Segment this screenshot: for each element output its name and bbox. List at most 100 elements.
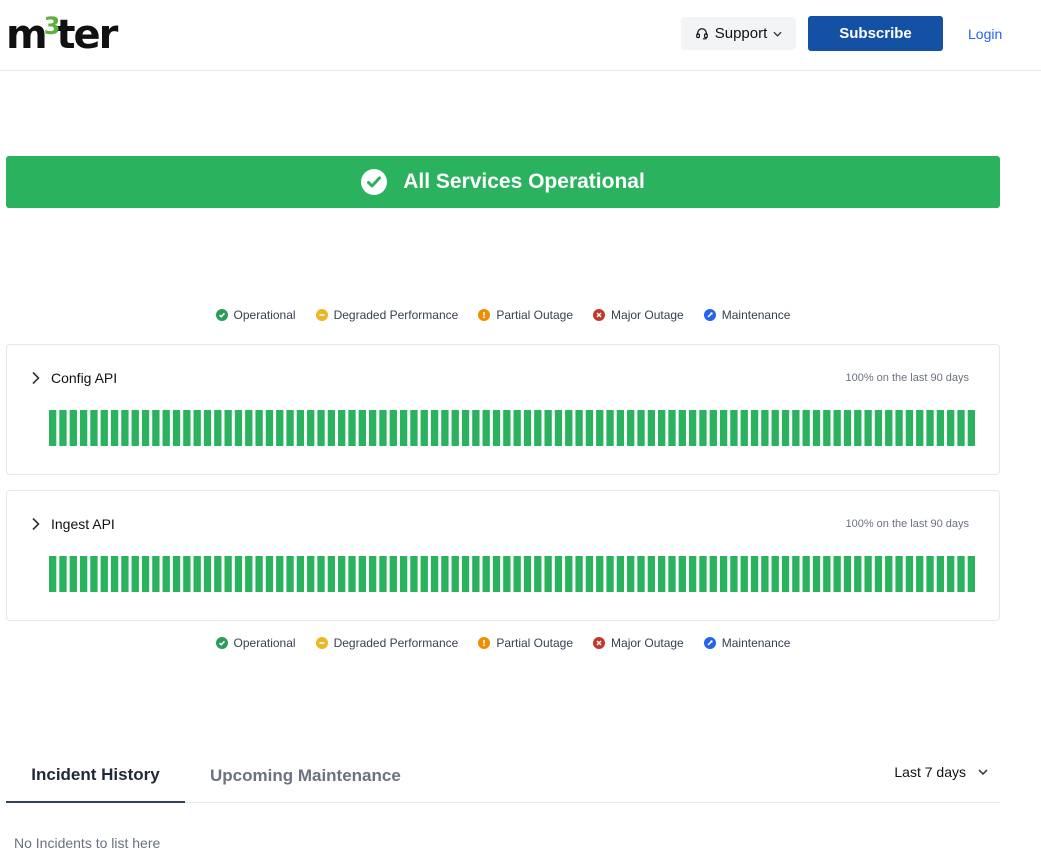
uptime-day-bar[interactable] [224,556,232,592]
uptime-day-bar[interactable] [699,556,707,592]
uptime-day-bar[interactable] [141,410,150,446]
uptime-day-bar[interactable] [441,556,449,592]
uptime-day-bar[interactable] [338,410,346,446]
uptime-day-bar[interactable] [338,556,346,592]
uptime-day-bar[interactable] [565,556,573,592]
uptime-day-bar[interactable] [812,556,821,592]
uptime-day-bar[interactable] [627,556,635,592]
uptime-day-bar[interactable] [895,556,903,592]
uptime-day-bar[interactable] [348,410,356,446]
uptime-day-bar[interactable] [668,410,676,446]
uptime-day-bar[interactable] [823,556,831,592]
uptime-day-bar[interactable] [596,410,604,446]
uptime-day-bar[interactable] [430,410,439,446]
uptime-day-bar[interactable] [368,556,377,592]
uptime-day-bar[interactable] [255,556,263,592]
uptime-day-bar[interactable] [668,556,676,592]
uptime-day-bar[interactable] [606,410,614,446]
uptime-day-bar[interactable] [854,410,862,446]
uptime-day-bar[interactable] [750,410,759,446]
uptime-day-bar[interactable] [843,556,852,592]
uptime-day-bar[interactable] [224,410,232,446]
uptime-day-bar[interactable] [523,556,532,592]
uptime-day-bar[interactable] [947,410,955,446]
uptime-day-bar[interactable] [874,410,883,446]
uptime-day-bar[interactable] [885,410,893,446]
uptime-day-bar[interactable] [379,410,387,446]
uptime-day-bar[interactable] [482,556,490,592]
uptime-day-bar[interactable] [709,410,717,446]
uptime-day-bar[interactable] [616,556,625,592]
uptime-day-bar[interactable] [843,410,852,446]
uptime-day-bar[interactable] [461,410,470,446]
uptime-day-bar[interactable] [410,556,418,592]
tab-upcoming-maintenance[interactable]: Upcoming Maintenance [210,765,401,785]
uptime-day-bar[interactable] [420,556,428,592]
uptime-day-bar[interactable] [100,556,108,592]
date-range-select[interactable]: Last 7 days [894,764,988,780]
uptime-day-bar[interactable] [307,410,315,446]
uptime-day-bar[interactable] [802,410,810,446]
uptime-day-bar[interactable] [327,410,336,446]
uptime-day-bar[interactable] [348,556,356,592]
uptime-day-bar[interactable] [317,556,325,592]
uptime-day-bar[interactable] [688,410,697,446]
uptime-day-bar[interactable] [513,556,521,592]
uptime-day-bar[interactable] [833,556,841,592]
uptime-day-bar[interactable] [616,410,625,446]
uptime-day-bar[interactable] [172,556,181,592]
uptime-day-bar[interactable] [513,410,521,446]
uptime-day-bar[interactable] [947,556,955,592]
uptime-day-bar[interactable] [234,410,243,446]
uptime-day-bar[interactable] [245,556,253,592]
uptime-day-bar[interactable] [472,556,480,592]
uptime-day-bar[interactable] [286,556,294,592]
uptime-day-bar[interactable] [637,556,645,592]
uptime-day-bar[interactable] [647,410,656,446]
uptime-day-bar[interactable] [967,556,975,592]
uptime-day-bar[interactable] [358,410,366,446]
uptime-day-bar[interactable] [451,410,459,446]
uptime-day-bar[interactable] [575,556,583,592]
uptime-day-bar[interactable] [358,556,366,592]
uptime-day-bar[interactable] [152,410,160,446]
uptime-day-bar[interactable] [905,410,914,446]
uptime-day-bar[interactable] [69,410,77,446]
uptime-day-bar[interactable] [399,556,408,592]
uptime-day-bar[interactable] [936,556,945,592]
uptime-day-bar[interactable] [771,410,779,446]
uptime-day-bar[interactable] [544,556,552,592]
uptime-day-bar[interactable] [781,410,790,446]
login-link[interactable]: Login [968,26,1003,42]
uptime-day-bar[interactable] [430,556,439,592]
uptime-day-bar[interactable] [812,410,821,446]
uptime-day-bar[interactable] [276,410,284,446]
uptime-day-bar[interactable] [936,410,945,446]
uptime-day-bar[interactable] [461,556,470,592]
uptime-day-bar[interactable] [100,410,108,446]
uptime-day-bar[interactable] [183,556,191,592]
support-dropdown-button[interactable]: Support [681,17,796,50]
uptime-day-bar[interactable] [730,410,738,446]
uptime-day-bar[interactable] [172,410,181,446]
uptime-day-bar[interactable] [678,410,686,446]
uptime-day-bar[interactable] [730,556,738,592]
uptime-day-bar[interactable] [441,410,449,446]
uptime-day-bar[interactable] [245,410,253,446]
uptime-day-bar[interactable] [554,410,563,446]
uptime-day-bar[interactable] [678,556,686,592]
uptime-day-bar[interactable] [472,410,480,446]
uptime-day-bar[interactable] [121,556,129,592]
uptime-day-bar[interactable] [214,556,222,592]
uptime-day-bar[interactable] [967,410,975,446]
uptime-day-bar[interactable] [503,556,511,592]
uptime-day-bar[interactable] [162,410,170,446]
uptime-day-bar[interactable] [874,556,883,592]
uptime-day-bar[interactable] [554,556,563,592]
uptime-day-bar[interactable] [79,410,88,446]
uptime-day-bar[interactable] [69,556,77,592]
uptime-day-bar[interactable] [606,556,614,592]
uptime-day-bar[interactable] [823,410,831,446]
uptime-day-bar[interactable] [49,410,57,446]
uptime-day-bar[interactable] [131,410,139,446]
